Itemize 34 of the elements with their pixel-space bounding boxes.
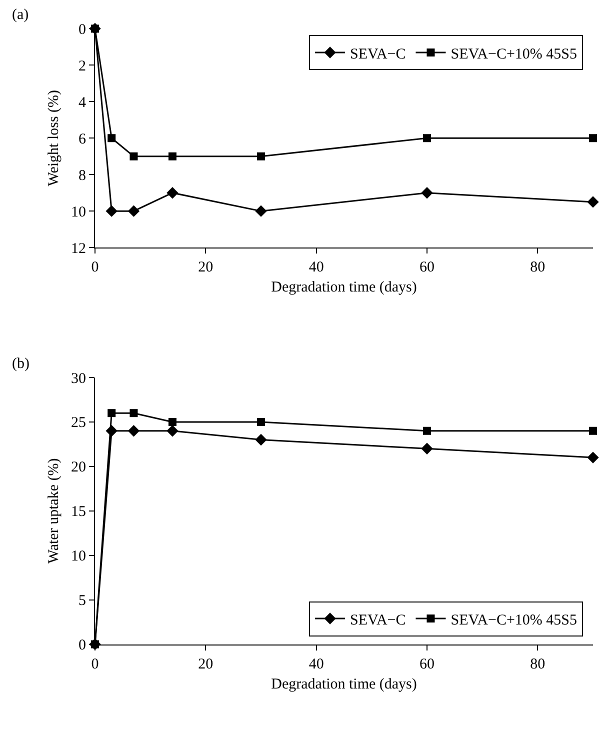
- y-tick-label: 20: [71, 460, 86, 476]
- x-tick-label: 40: [308, 260, 324, 276]
- x-tick-label: 0: [91, 260, 99, 276]
- x-tick-label: 0: [91, 656, 99, 672]
- x-tick-label: 60: [420, 656, 434, 672]
- x-tick-label: 20: [198, 260, 214, 276]
- y-tick-label: 4: [78, 94, 86, 111]
- y-tick-label: 5: [78, 593, 86, 610]
- legend-label: SEVA−C+10% 45S5: [450, 612, 577, 628]
- x-axis-title: Degradation time (days): [271, 280, 417, 296]
- x-tick-label: 20: [198, 656, 214, 672]
- y-axis-title: Weight loss (%): [46, 90, 62, 186]
- y-tick-label: 15: [71, 504, 86, 520]
- y-tick-label: 0: [78, 22, 86, 38]
- x-tick-label: 80: [530, 260, 546, 276]
- y-tick-label: 8: [78, 168, 86, 184]
- x-axis-title: Degradation time (days): [271, 676, 417, 692]
- y-tick-label: 10: [71, 548, 86, 565]
- legend-label: SEVA−C: [350, 46, 406, 62]
- x-tick-label: 60: [420, 260, 434, 276]
- x-tick-label: 80: [530, 656, 546, 672]
- chart-title: (a): [12, 7, 29, 23]
- y-tick-label: 12: [71, 240, 86, 257]
- y-axis-title: Water uptake (%): [46, 458, 62, 564]
- y-tick-label: 25: [71, 415, 86, 432]
- y-tick-label: 6: [78, 131, 86, 148]
- x-tick-label: 40: [308, 656, 324, 672]
- y-tick-label: 2: [78, 58, 86, 74]
- legend-label: SEVA−C+10% 45S5: [450, 46, 577, 62]
- chart-title: (b): [12, 356, 30, 372]
- y-tick-label: 10: [71, 204, 86, 220]
- legend-label: SEVA−C: [350, 612, 406, 628]
- y-tick-label: 30: [71, 370, 86, 387]
- y-tick-label: 0: [78, 638, 86, 654]
